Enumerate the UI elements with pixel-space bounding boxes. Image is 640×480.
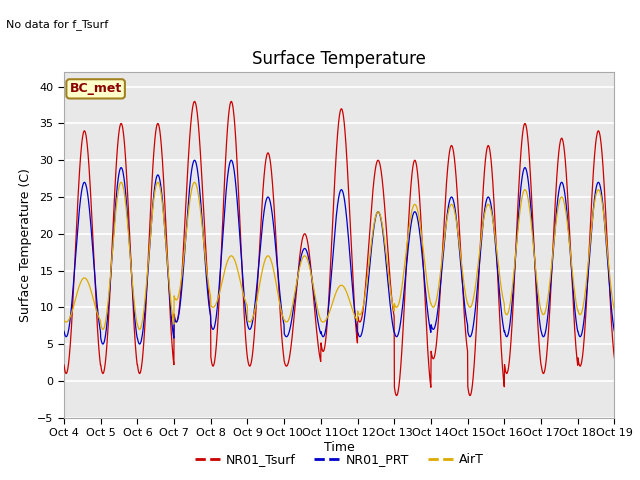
Title: Surface Temperature: Surface Temperature bbox=[252, 49, 426, 68]
Legend: NR01_Tsurf, NR01_PRT, AirT: NR01_Tsurf, NR01_PRT, AirT bbox=[189, 448, 489, 471]
X-axis label: Time: Time bbox=[324, 441, 355, 454]
Y-axis label: Surface Temperature (C): Surface Temperature (C) bbox=[19, 168, 31, 322]
Text: No data for f_Tsurf: No data for f_Tsurf bbox=[6, 19, 109, 30]
Text: BC_met: BC_met bbox=[70, 83, 122, 96]
